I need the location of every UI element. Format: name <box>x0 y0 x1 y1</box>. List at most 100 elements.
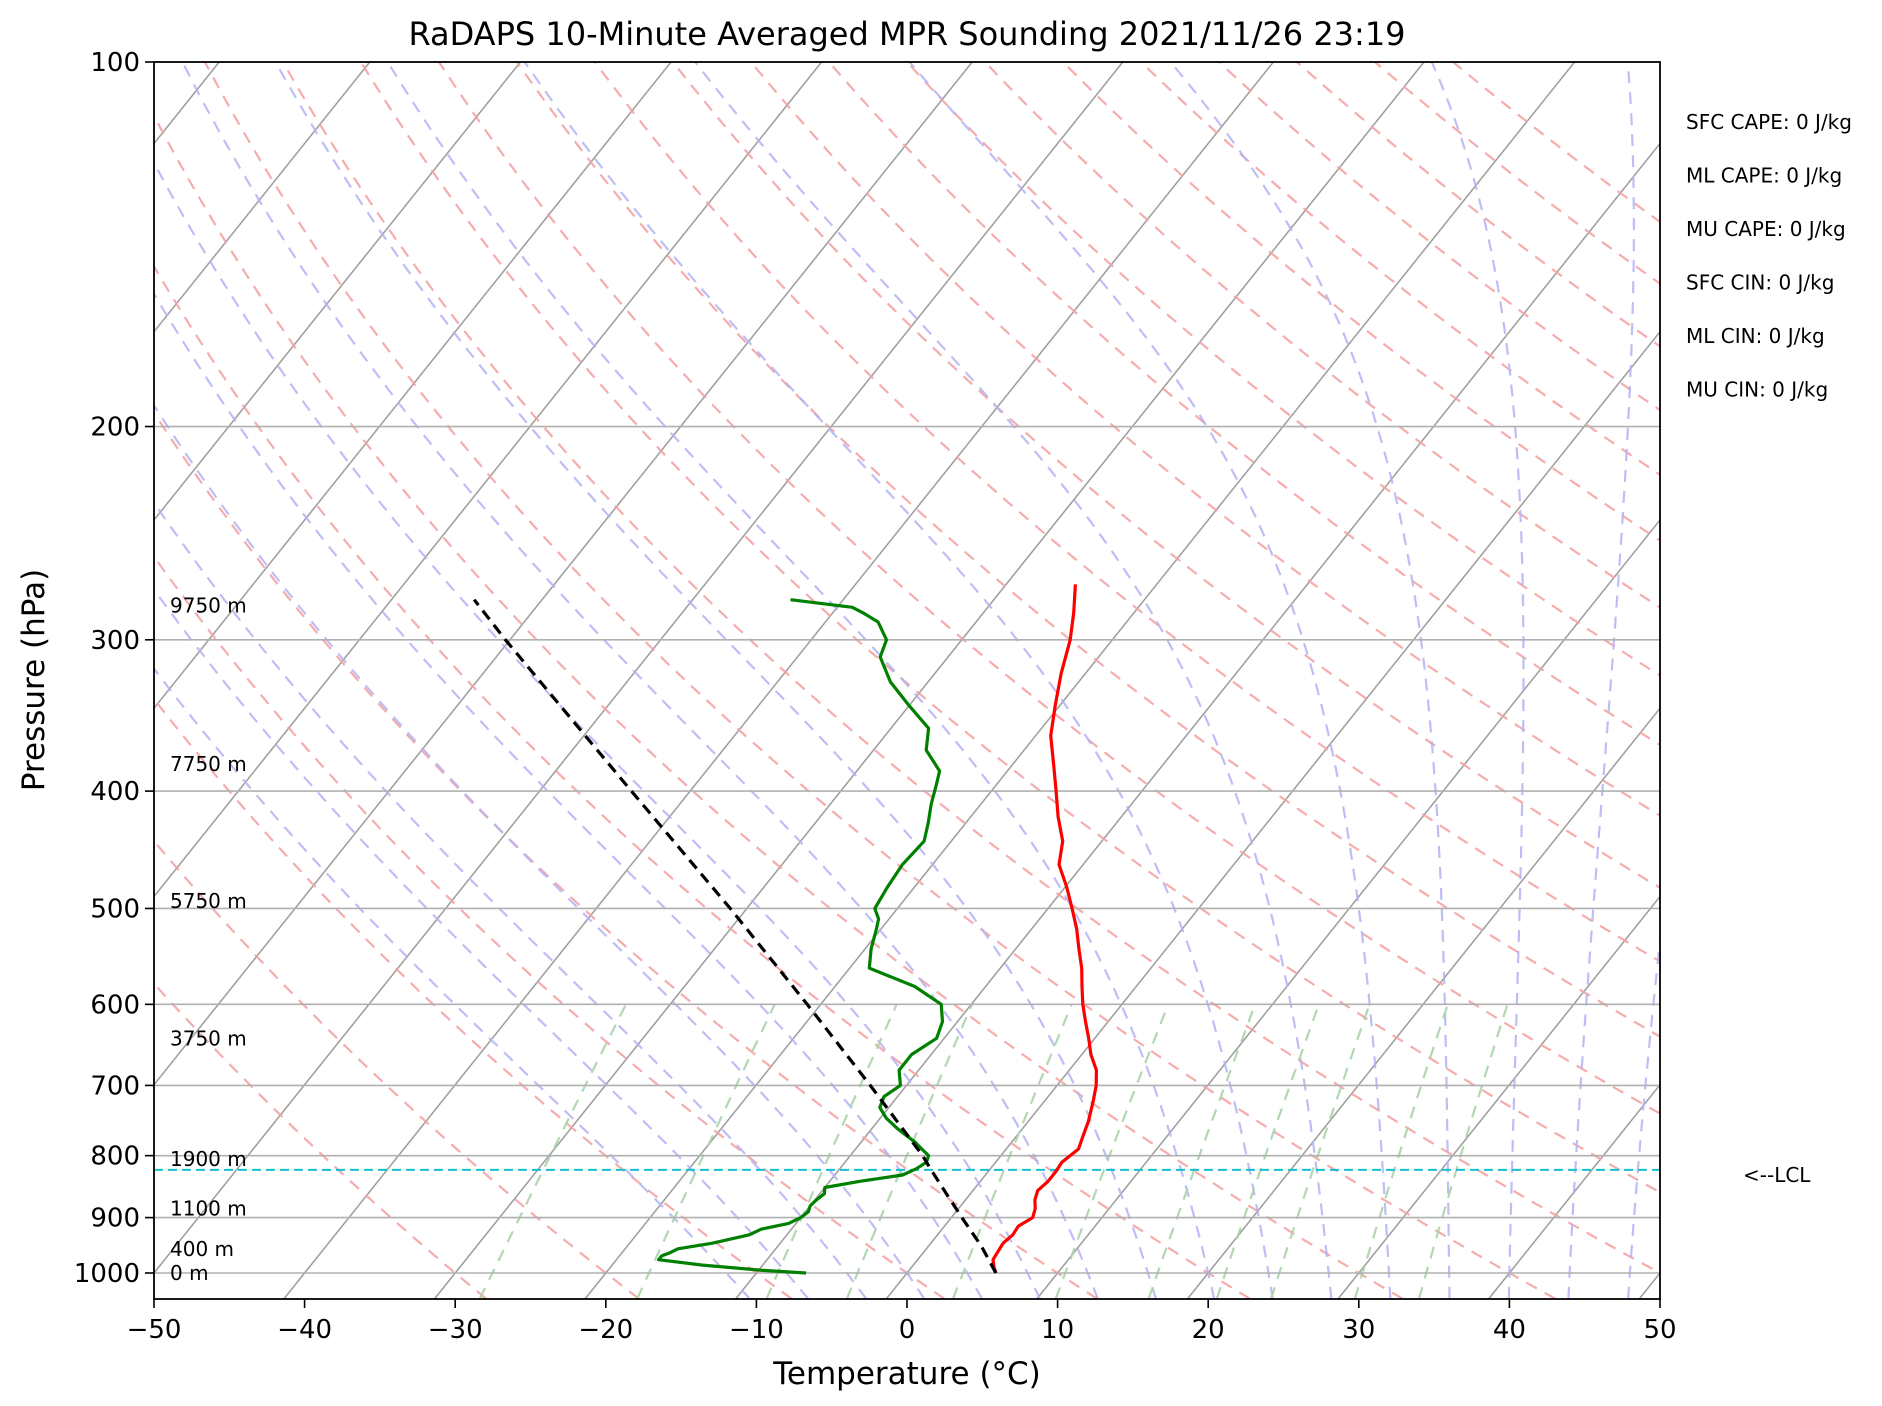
height-label: 1900 m <box>170 1147 247 1171</box>
isotherm-line <box>1187 706 1660 1299</box>
index-label: MU CAPE: 0 J/kg <box>1686 217 1846 241</box>
isotherm-line <box>154 62 522 522</box>
height-label: 3750 m <box>170 1026 247 1050</box>
moist-adiabat-line <box>694 62 1333 1299</box>
temperature-line <box>991 584 1098 1274</box>
height-label: 5750 m <box>170 889 247 913</box>
dry-adiabat-line <box>437 62 1660 1115</box>
dry-adiabat-line <box>906 62 1660 677</box>
moist-adiabat-line <box>1567 62 1635 1299</box>
y-tick-label: 400 <box>90 777 140 807</box>
isotherm-line <box>1488 1083 1660 1299</box>
isotherm-line <box>154 62 672 710</box>
mixing-ratio-line <box>1215 1003 1320 1299</box>
dry-adiabat-line <box>203 62 1556 1299</box>
moist-adiabat-line <box>1430 62 1525 1299</box>
x-tick-label: 40 <box>1493 1315 1526 1345</box>
dry-adiabat-line <box>154 410 1098 1299</box>
dry-adiabat-line <box>154 839 640 1299</box>
mixing-ratio-line <box>1147 1003 1257 1299</box>
height-label: 7750 m <box>170 752 247 776</box>
moist-adiabat-line <box>1627 931 1660 1299</box>
moist-adiabat-line <box>181 62 1099 1299</box>
y-tick-label: 900 <box>90 1204 140 1234</box>
dry-adiabat-line <box>154 554 945 1299</box>
y-tick-label: 500 <box>90 894 140 924</box>
reference-lines <box>154 62 1660 1299</box>
moist-adiabat-line <box>154 403 926 1299</box>
pressure-gridlines <box>154 62 1660 1274</box>
y-tick-label: 600 <box>90 990 140 1020</box>
isotherm-line <box>1036 518 1660 1299</box>
moist-adiabat-line <box>154 666 751 1299</box>
indices-panel: SFC CAPE: 0 J/kg ML CAPE: 0 J/kg MU CAPE: … <box>1686 110 1852 402</box>
mixing-ratio-line <box>636 1003 776 1299</box>
dewpoint-line <box>657 598 945 1275</box>
dry-adiabat-line <box>516 62 1660 1038</box>
isotherm-line <box>1337 895 1660 1299</box>
x-tick-label: −20 <box>578 1315 633 1345</box>
mixing-ratio-line <box>1270 1003 1371 1299</box>
height-label: 0 m <box>170 1261 209 1285</box>
dry-adiabat-line <box>154 264 1251 1299</box>
y-tick-label: 300 <box>90 626 140 656</box>
mixing-ratio-line <box>478 1003 627 1299</box>
x-tick-label: 50 <box>1643 1315 1676 1345</box>
y-axis-label: Pressure (hPa) <box>16 569 52 791</box>
height-label: 400 m <box>170 1237 234 1261</box>
x-tick-label: 30 <box>1342 1315 1375 1345</box>
moist-adiabat-line <box>386 62 1216 1299</box>
y-tick-label: 100 <box>90 48 140 78</box>
dry-adiabat-line <box>281 62 1660 1275</box>
isotherm-line <box>584 62 1576 1299</box>
x-tick-label: 0 <box>899 1315 916 1345</box>
chart-title: RaDAPS 10-Minute Averaged MPR Sounding 2… <box>408 15 1405 53</box>
x-tick-label: 20 <box>1192 1315 1225 1345</box>
mixing-ratio-line <box>845 1003 974 1299</box>
moist-adiabat-line <box>908 62 1392 1299</box>
index-label: SFC CAPE: 0 J/kg <box>1686 110 1852 134</box>
isotherm-line <box>154 62 823 898</box>
moist-adiabat-line <box>1169 62 1451 1299</box>
dry-adiabat-line <box>359 62 1660 1194</box>
isotherm-line <box>154 62 973 1087</box>
x-axis-label: Temperature (°C) <box>772 1356 1041 1392</box>
x-tick-label: −50 <box>127 1315 182 1345</box>
x-tick-label: 10 <box>1041 1315 1074 1345</box>
moist-adiabat-line <box>154 291 983 1299</box>
dry-adiabat-line <box>154 982 487 1299</box>
moist-adiabat-line <box>523 62 1274 1299</box>
index-label: MU CIN: 0 J/kg <box>1686 378 1828 402</box>
index-label: SFC CIN: 0 J/kg <box>1686 271 1834 295</box>
mixing-ratio-line <box>1417 1003 1509 1299</box>
dry-adiabat-line <box>984 62 1660 609</box>
isotherm-line <box>885 330 1660 1299</box>
y-tick-label: 700 <box>90 1071 140 1101</box>
index-label: ML CAPE: 0 J/kg <box>1686 164 1842 188</box>
moist-adiabat-line <box>154 160 1041 1299</box>
index-label: ML CIN: 0 J/kg <box>1686 324 1825 348</box>
height-label: 1100 m <box>170 1197 247 1221</box>
y-tick-label: 200 <box>90 413 140 443</box>
isotherm-line <box>283 62 1275 1299</box>
isotherm-line <box>434 62 1425 1299</box>
sounding-series <box>472 584 1098 1275</box>
dry-adiabat-line <box>828 62 1660 747</box>
x-tick-label: −40 <box>277 1315 332 1345</box>
x-tick-label: −30 <box>428 1315 483 1345</box>
isotherm-line <box>154 62 371 334</box>
y-tick-label: 1000 <box>74 1259 140 1289</box>
isotherm-line <box>735 142 1660 1299</box>
mixing-ratio-line <box>951 1003 1073 1299</box>
y-tick-label: 800 <box>90 1142 140 1172</box>
dry-adiabat-line <box>750 62 1660 817</box>
moist-adiabat-line <box>154 587 809 1299</box>
mixing-ratio-line <box>765 1003 898 1299</box>
lcl-label: <--LCL <box>1743 1163 1811 1187</box>
mixing-ratio-line <box>1054 1003 1170 1299</box>
moist-adiabat-line <box>154 500 868 1299</box>
parcel-line <box>472 598 998 1274</box>
moist-adiabat-line <box>274 62 1157 1299</box>
